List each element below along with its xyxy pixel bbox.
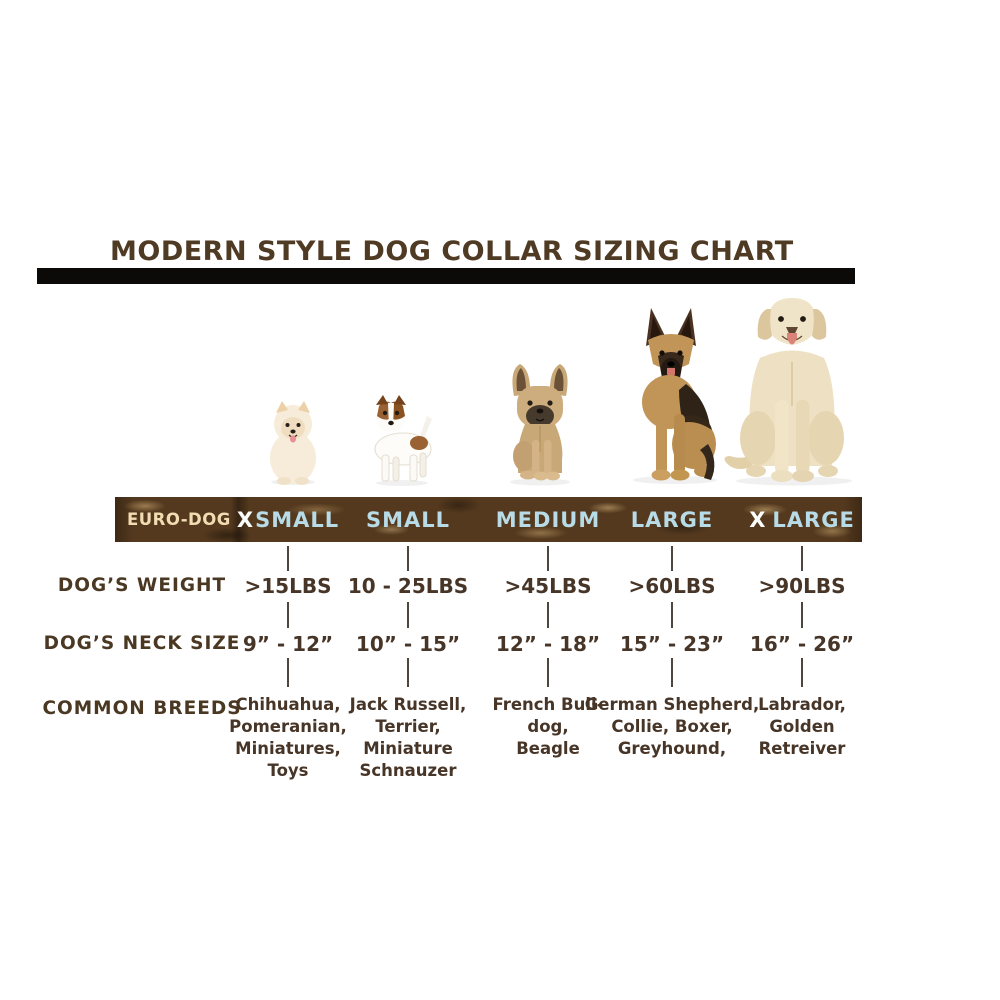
- row-label-neck-size: DOG’S NECK SIZE: [43, 633, 241, 654]
- german-shepherd-icon: [620, 302, 723, 490]
- size-label-large: LARGE: [630, 507, 714, 532]
- size-label-small: SMALL: [365, 507, 451, 532]
- neck-size-value: 12” - 18”: [495, 632, 601, 656]
- weight-value: >15LBS: [244, 574, 332, 598]
- size-label-xsmall: X SMALL: [236, 507, 340, 532]
- size-x-prefix: X: [236, 507, 255, 532]
- row-label-common-breeds: COMMON BREEDS: [42, 698, 242, 719]
- weight-value: >45LBS: [504, 574, 592, 598]
- breeds-value: French Bull- dog, Beagle: [492, 695, 604, 758]
- size-x-prefix: X: [749, 507, 767, 532]
- page-title: MODERN STYLE DOG COLLAR SIZING CHART: [110, 236, 794, 267]
- pomeranian-puppy-icon: [262, 398, 324, 490]
- column-tick: [547, 546, 549, 571]
- size-label-medium: MEDIUM: [495, 507, 601, 532]
- neck-size-value: 10” - 15”: [355, 632, 461, 656]
- column-tick: [801, 602, 803, 628]
- breeds-value: German Shepherd, Collie, Boxer, Greyhoun…: [584, 695, 760, 758]
- column-tick: [407, 602, 409, 628]
- column-tick: [671, 658, 673, 687]
- brand-label: EURO-DOG: [127, 510, 231, 529]
- breeds-value: Chihuahua, Pomeranian, Miniatures, Toys: [229, 695, 347, 780]
- column-tick: [801, 546, 803, 571]
- column-tick: [671, 602, 673, 628]
- column-tick: [547, 658, 549, 687]
- column-tick: [801, 658, 803, 687]
- divider-bar: [37, 268, 855, 284]
- weight-value: >60LBS: [628, 574, 716, 598]
- neck-size-value: 9” - 12”: [242, 632, 334, 656]
- breeds-value: Labrador, Golden Retreiver: [758, 695, 846, 758]
- jack-russell-terrier-icon: [358, 392, 434, 491]
- column-tick: [407, 546, 409, 571]
- column-tick: [407, 658, 409, 687]
- column-tick: [547, 602, 549, 628]
- column-tick: [671, 546, 673, 571]
- neck-size-value: 15” - 23”: [619, 632, 725, 656]
- weight-value: >90LBS: [758, 574, 846, 598]
- column-tick: [287, 546, 289, 571]
- breeds-value: Jack Russell, Terrier, Miniature Schnauz…: [349, 695, 467, 780]
- size-banner: EURO-DOG X SMALL SMALL MEDIUM LARGE X LARG…: [115, 497, 862, 542]
- column-tick: [287, 658, 289, 687]
- neck-size-value: 16” - 26”: [749, 632, 855, 656]
- french-bulldog-icon: [500, 360, 580, 491]
- column-tick: [287, 602, 289, 628]
- row-label-weight: DOG’S WEIGHT: [57, 575, 227, 596]
- weight-value: 10 - 25LBS: [347, 574, 469, 598]
- size-label-xlarge: X LARGE: [749, 507, 855, 532]
- labrador-retriever-icon: [720, 288, 862, 492]
